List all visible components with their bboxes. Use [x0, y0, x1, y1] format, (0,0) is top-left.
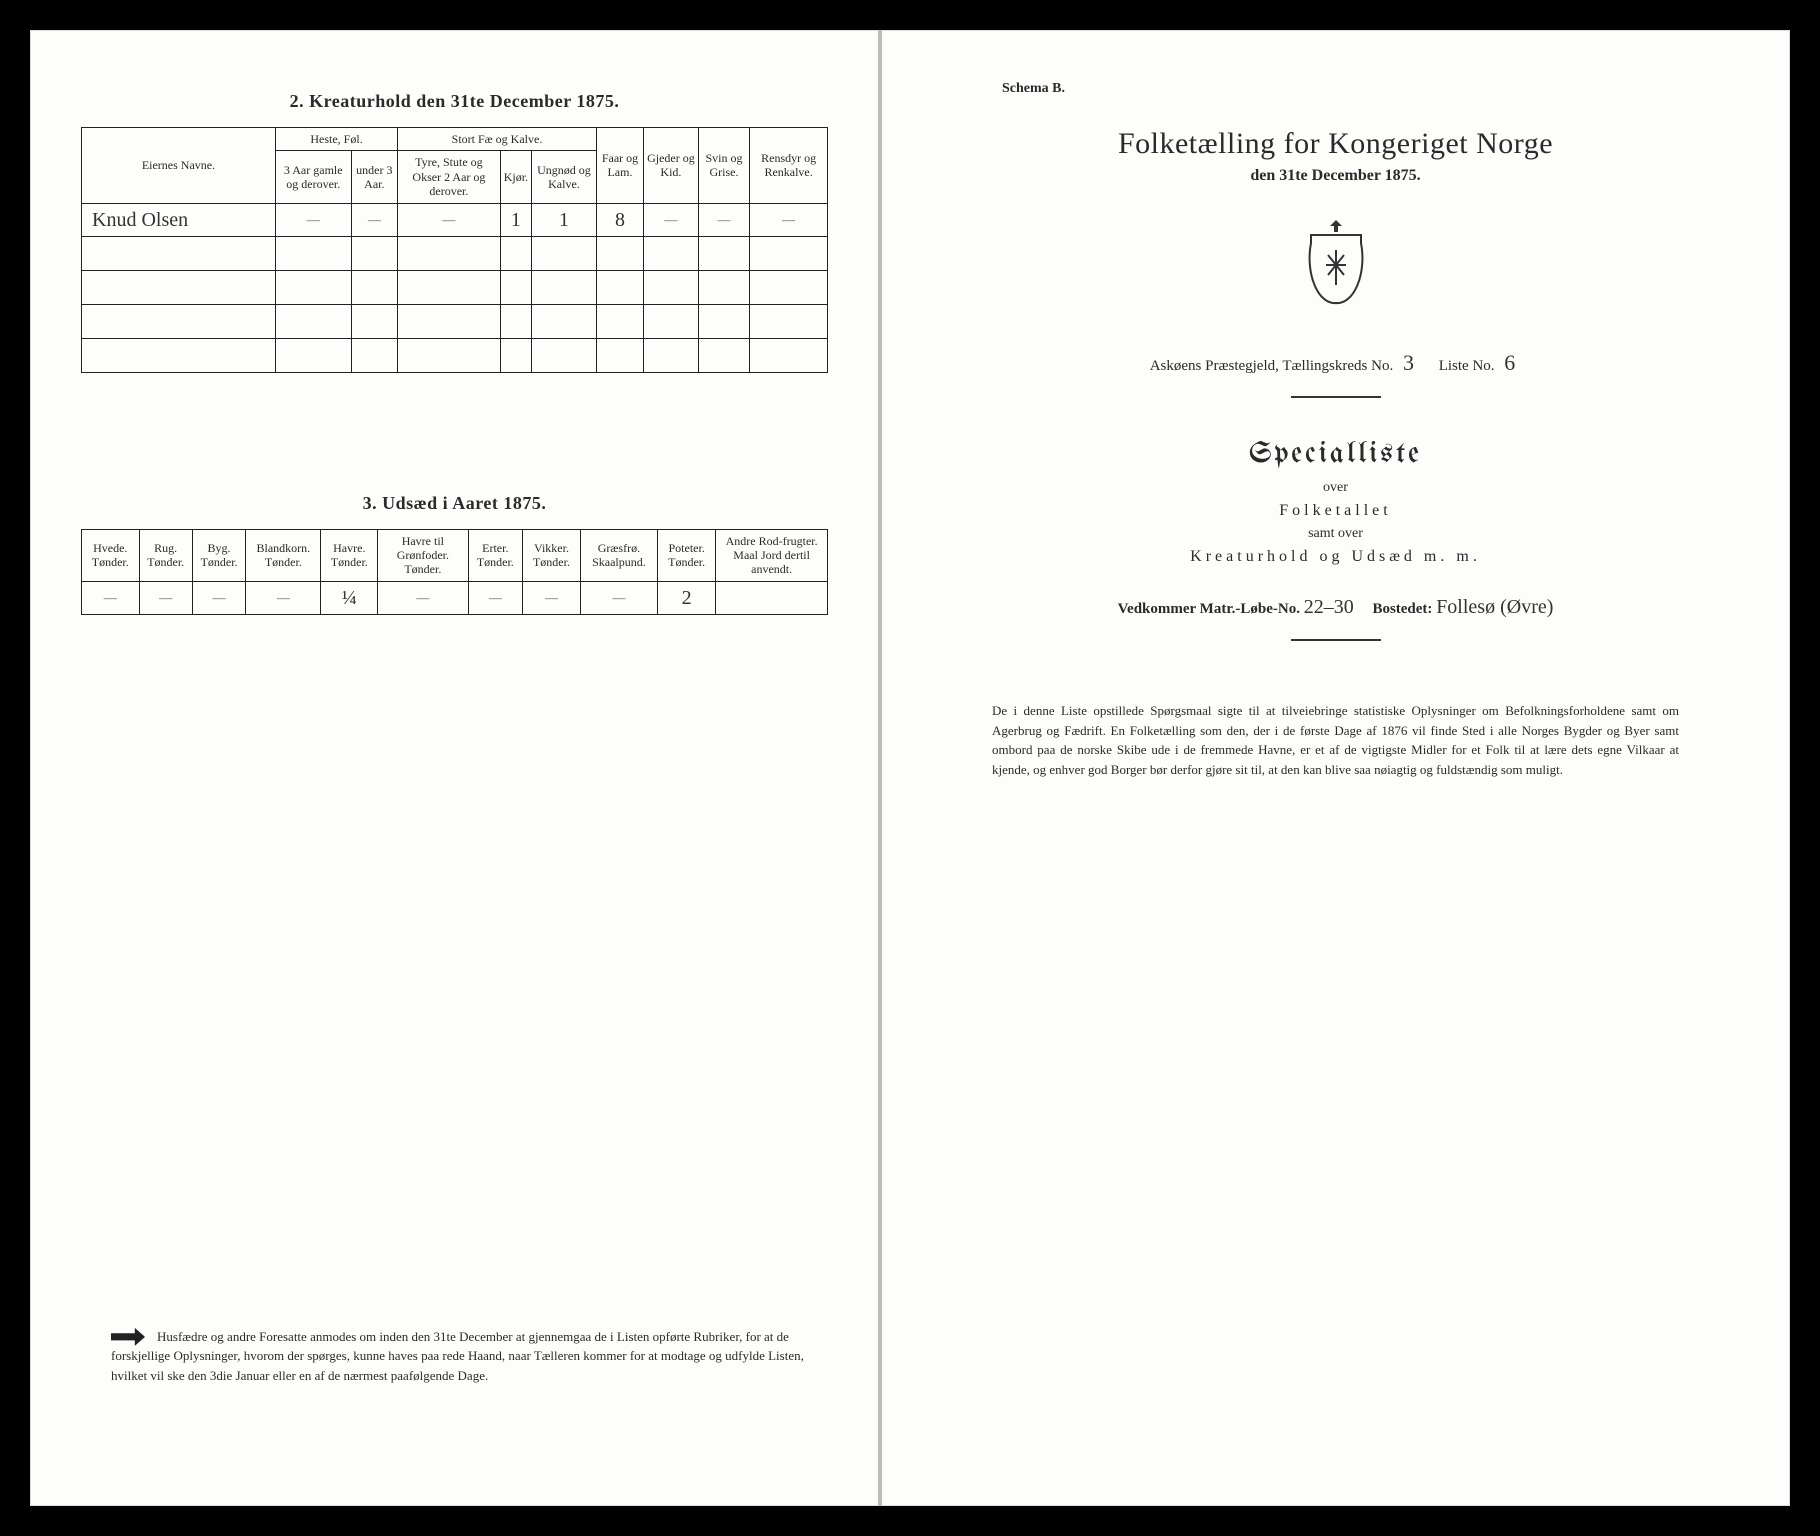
col-cattle-c: Ungnød og Kalve.: [532, 151, 597, 203]
table-row: [82, 270, 828, 304]
census-date: den 31te December 1875.: [962, 167, 1709, 185]
cell-cattle-b: 1: [500, 203, 531, 236]
specialliste-title: Specialliste: [962, 438, 1709, 470]
table-row: [82, 304, 828, 338]
left-footnote-block: Husfædre og andre Foresatte anmodes om i…: [111, 1327, 818, 1386]
divider: [1291, 639, 1381, 641]
left-page: 2. Kreaturhold den 31te December 1875. E…: [30, 30, 880, 1506]
col-cattle-group: Stort Fæ og Kalve.: [398, 128, 597, 151]
prestegjeld-label: Askøens Præstegjeld, Tællingskreds No.: [1150, 358, 1393, 374]
cell-c10: 2: [658, 581, 716, 614]
cell-dash: [523, 581, 581, 614]
scan-frame: 2. Kreaturhold den 31te December 1875. E…: [30, 30, 1790, 1506]
section3-title: 3. Udsæd i Aaret 1875.: [81, 493, 828, 514]
cell-dash: [644, 203, 699, 236]
col-horse-a: 3 Aar gamle og derover.: [275, 151, 351, 203]
cell-dash: [82, 581, 140, 614]
c5: Havre. Tønder.: [321, 529, 378, 581]
c3: Byg. Tønder.: [192, 529, 245, 581]
right-page: Schema B. Folketælling for Kongeriget No…: [880, 30, 1790, 1506]
right-footnote: De i denne Liste opstillede Spørgsmaal s…: [962, 701, 1709, 779]
liste-no: 6: [1504, 350, 1515, 375]
table-row: Knud Olsen 1 1 8: [82, 203, 828, 236]
bostedet-value: Follesø (Øvre): [1436, 596, 1553, 618]
liste-label: Liste No.: [1439, 358, 1495, 374]
c7: Erter. Tønder.: [468, 529, 523, 581]
cell-dash: [351, 203, 398, 236]
cell-cattle-c: 1: [532, 203, 597, 236]
udsaed-table: Hvede. Tønder. Rug. Tønder. Byg. Tønder.…: [81, 529, 828, 615]
cell-owner: Knud Olsen: [82, 203, 276, 236]
c1: Hvede. Tønder.: [82, 529, 140, 581]
col-cattle-a: Tyre, Stute og Okser 2 Aar og derover.: [398, 151, 501, 203]
c8: Vikker. Tønder.: [523, 529, 581, 581]
cell-dash: [580, 581, 657, 614]
kreatur-label: Kreaturhold og Udsæd m. m.: [962, 548, 1709, 566]
bostedet-label: Bostedet:: [1372, 601, 1432, 617]
kreaturhold-table: Eiernes Navne. Heste, Føl. Stort Fæ og K…: [81, 127, 828, 373]
col-horse-group: Heste, Føl.: [275, 128, 397, 151]
over-label: over: [962, 480, 1709, 496]
c4: Blandkorn. Tønder.: [246, 529, 321, 581]
cell-dash: [398, 203, 501, 236]
c10: Poteter. Tønder.: [658, 529, 716, 581]
col-owner: Eiernes Navne.: [82, 128, 276, 204]
cell-dash: [750, 203, 828, 236]
c6: Havre til Grønfoder. Tønder.: [378, 529, 468, 581]
matr-label: Vedkommer Matr.-Løbe-No.: [1118, 601, 1300, 617]
left-footnote: Husfædre og andre Foresatte anmodes om i…: [111, 1329, 804, 1383]
table-row: [82, 236, 828, 270]
matr-no: 22–30: [1304, 596, 1354, 618]
col-horse-b: under 3 Aar.: [351, 151, 398, 203]
prestegjeld-line: Askøens Præstegjeld, Tællingskreds No. 3…: [962, 350, 1709, 376]
cell-dash: [192, 581, 245, 614]
c2: Rug. Tønder.: [139, 529, 192, 581]
col-reindeer: Rensdyr og Renkalve.: [750, 128, 828, 204]
section2-title: 2. Kreaturhold den 31te December 1875.: [81, 91, 828, 112]
samt-label: samt over: [962, 526, 1709, 542]
c11: Andre Rod-frugter. Maal Jord dertil anve…: [716, 529, 828, 581]
cell-dash: [468, 581, 523, 614]
col-cattle-b: Kjør.: [500, 151, 531, 203]
c9: Græsfrø. Skaalpund.: [580, 529, 657, 581]
cell-dash: [246, 581, 321, 614]
kreds-no: 3: [1403, 350, 1414, 375]
main-title: Folketælling for Kongeriget Norge: [962, 127, 1709, 161]
schema-label: Schema B.: [1002, 81, 1709, 97]
col-goat: Gjeder og Kid.: [644, 128, 699, 204]
cell-sheep: 8: [596, 203, 643, 236]
col-sheep: Faar og Lam.: [596, 128, 643, 204]
coat-of-arms-icon: [962, 215, 1709, 320]
divider: [1291, 396, 1381, 398]
pointing-hand-icon: [111, 1328, 145, 1346]
cell-empty: [716, 581, 828, 614]
cell-c5: ¼: [321, 581, 378, 614]
matr-line: Vedkommer Matr.-Løbe-No. 22–30 Bostedet:…: [962, 596, 1709, 619]
cell-dash: [378, 581, 468, 614]
folketallet-label: Folketallet: [962, 502, 1709, 520]
table-row: ¼ 2: [82, 581, 828, 614]
cell-dash: [139, 581, 192, 614]
col-pig: Svin og Grise.: [698, 128, 749, 204]
cell-dash: [275, 203, 351, 236]
table-row: [82, 338, 828, 372]
cell-dash: [698, 203, 749, 236]
